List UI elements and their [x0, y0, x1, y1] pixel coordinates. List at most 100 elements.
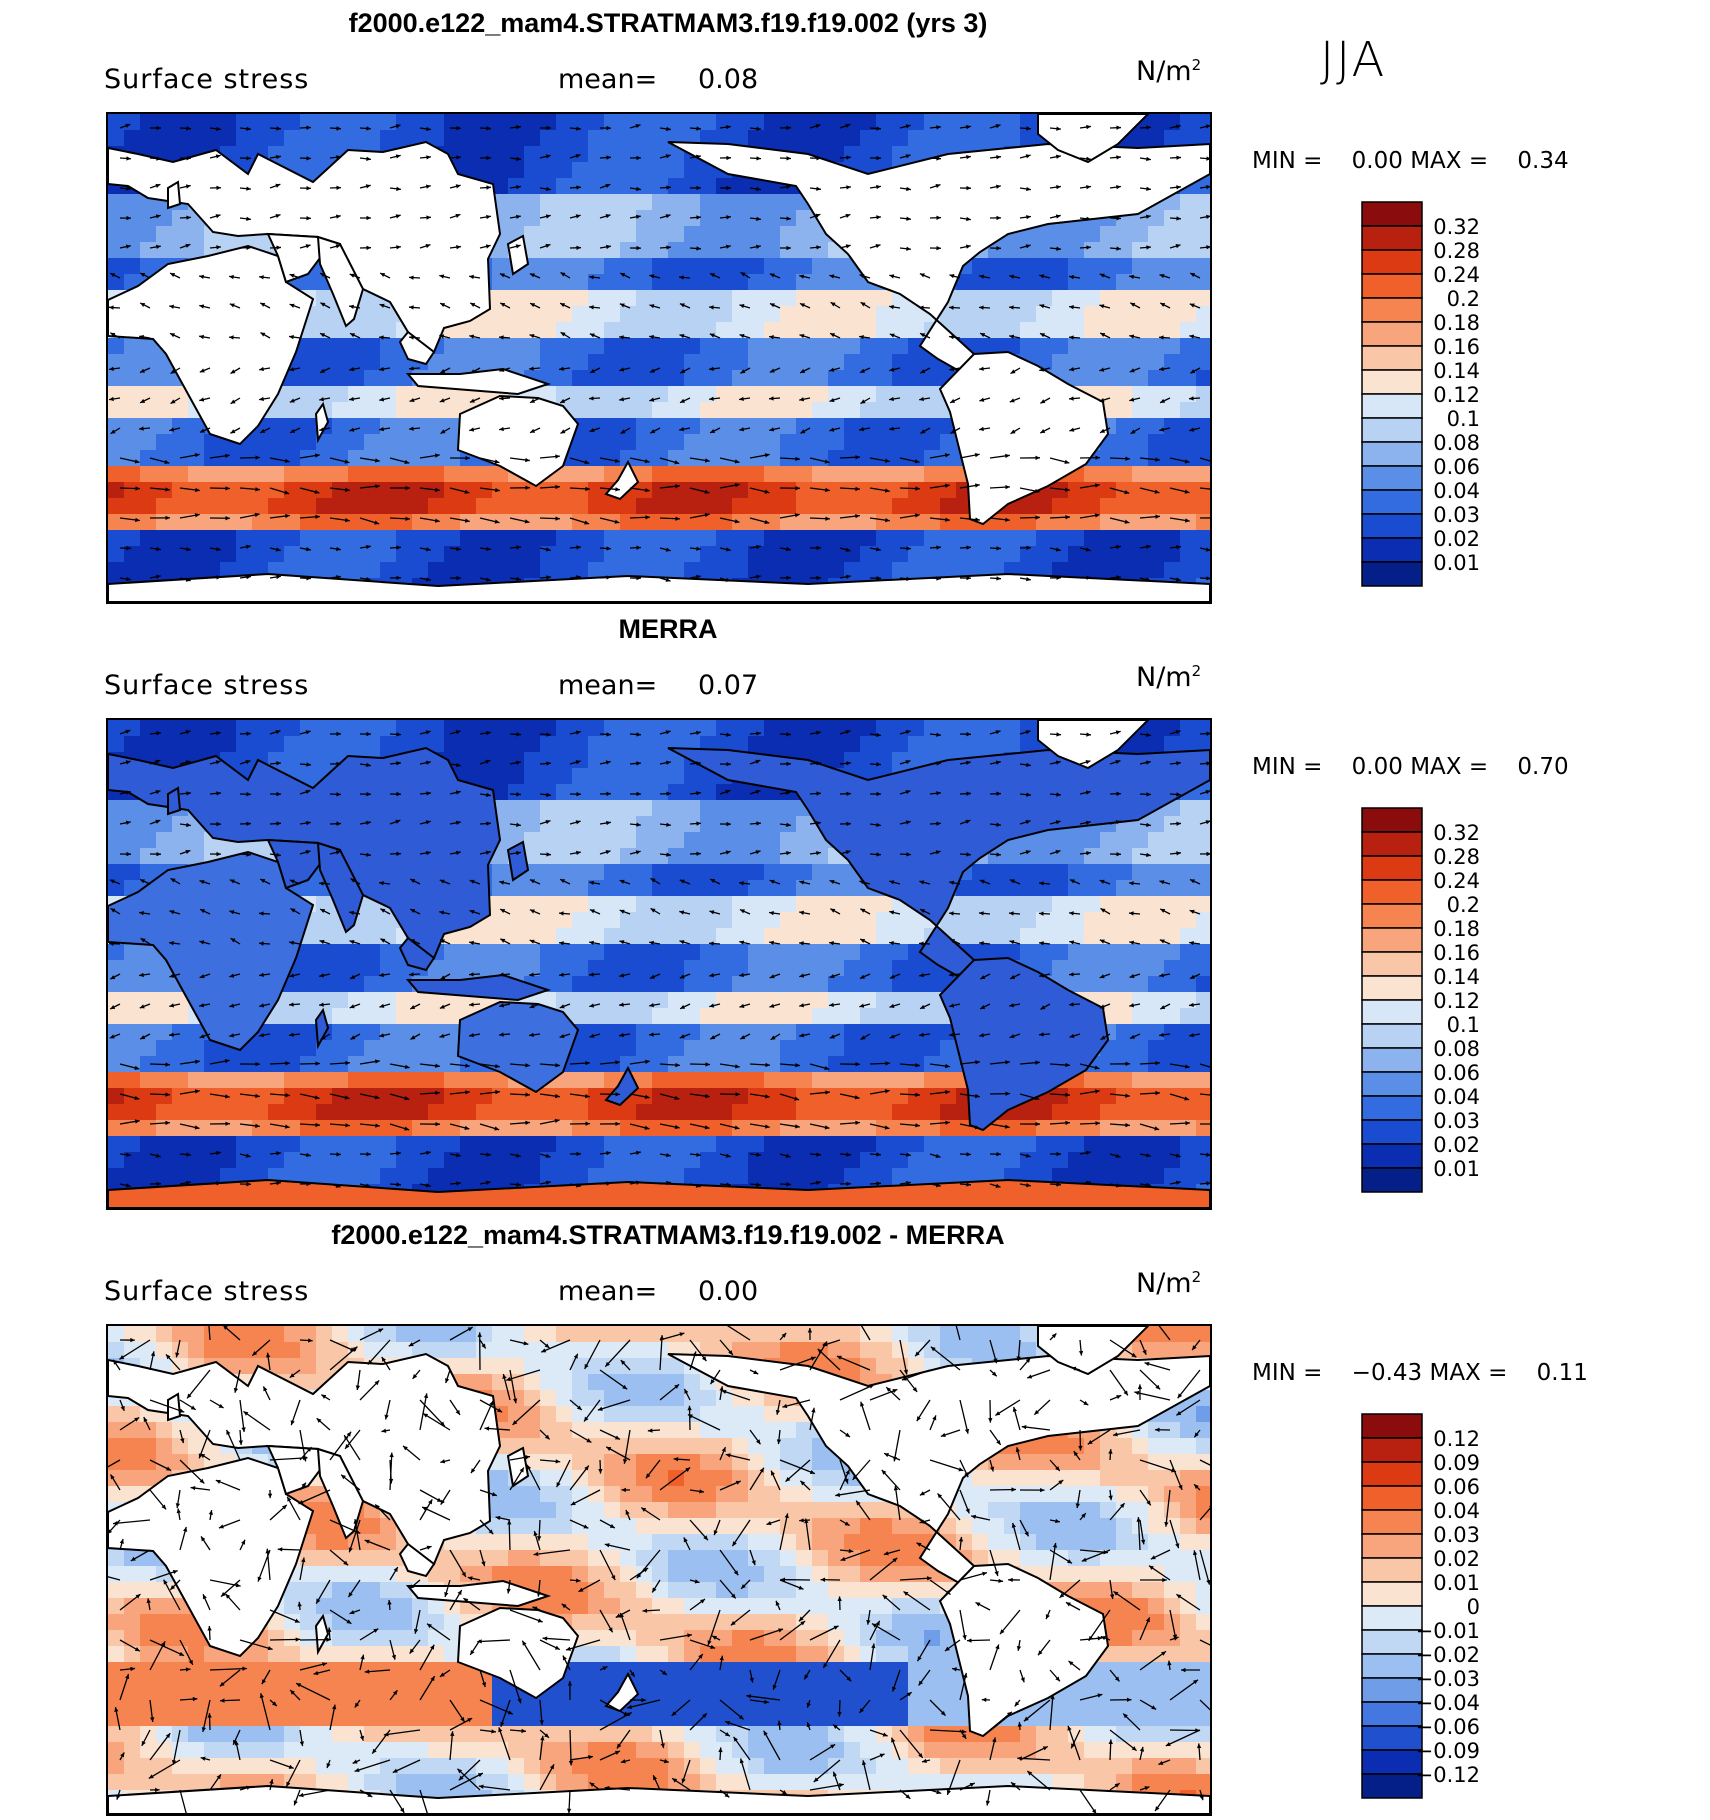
- colorbar-swatch: [1361, 1557, 1423, 1583]
- landmass-antarctica: [108, 1178, 1210, 1208]
- landmass-uk: [167, 1392, 182, 1422]
- panel-model: f2000.e122_mam4.STRATMAM3.f19.f19.002 (y…: [0, 0, 1710, 604]
- panel-diff: f2000.e122_mam4.STRATMAM3.f19.f19.002 - …: [0, 1212, 1710, 1816]
- colorbar-tick-label: 0.28: [1433, 239, 1480, 263]
- landmass-samerica: [938, 1562, 1110, 1738]
- colorbar-swatch: [1361, 369, 1423, 395]
- max-label: MAX =: [1410, 754, 1489, 780]
- map-plot: [106, 718, 1212, 1210]
- landmass-madagascar: [314, 1613, 330, 1656]
- landmass-eurasia: [108, 1352, 502, 1566]
- colorbar-tick-label: 0.01: [1433, 1157, 1480, 1181]
- colorbar-swatch: [1361, 393, 1423, 419]
- panel-title: MERRA: [618, 614, 718, 644]
- colorbar-tick-label: 0.04: [1433, 1499, 1480, 1523]
- units-label: N/m2: [1136, 662, 1201, 693]
- colorbar-swatch: [1361, 225, 1423, 251]
- colorbar-swatch: [1361, 417, 1423, 443]
- landmass-nz: [604, 1671, 640, 1713]
- landmass-seasia: [398, 330, 436, 366]
- colorbar-swatch: [1361, 1701, 1423, 1727]
- colorbar-tick-label: 0.02: [1433, 1133, 1480, 1157]
- units-text: N/m: [1136, 56, 1192, 87]
- landmass-africa: [108, 244, 315, 446]
- colorbar-tick-label: 0.03: [1433, 1109, 1480, 1133]
- landmass-antarctica: [108, 572, 1210, 602]
- colorbar-tick-label: 0.06: [1433, 1061, 1480, 1085]
- landmass-australia: [456, 1000, 580, 1094]
- colorbar-tick-label: 0: [1467, 1595, 1480, 1619]
- colorbar-swatch: [1361, 489, 1423, 515]
- colorbar-swatch: [1361, 975, 1423, 1001]
- map-canvas: [108, 1326, 1210, 1814]
- landmass-australia: [456, 1606, 580, 1700]
- colorbar-swatch: [1361, 1023, 1423, 1049]
- colorbar-swatch: [1361, 1047, 1423, 1073]
- landmass-antarctica: [108, 1784, 1210, 1814]
- colorbar-swatch: [1361, 855, 1423, 881]
- mean-label: mean=: [558, 1276, 658, 1307]
- landmass-japan: [506, 840, 530, 882]
- landmass-namerica: [667, 747, 1210, 984]
- colorbar-swatch: [1361, 297, 1423, 323]
- colorbar-swatch: [1361, 1677, 1423, 1703]
- colorbar-tick-label: 0.24: [1433, 263, 1480, 287]
- colorbar-tick-label: 0.2: [1447, 893, 1480, 917]
- landmass-japan: [506, 234, 530, 276]
- colorbar-tick-label: −0.04: [1416, 1691, 1480, 1715]
- colorbar-tick-label: 0.14: [1433, 965, 1480, 989]
- landmass-eurasia: [108, 140, 502, 354]
- max-label: MAX =: [1410, 148, 1489, 174]
- colorbar-swatch: [1361, 879, 1423, 905]
- landmass-indonesia: [405, 1579, 552, 1608]
- colorbar-tick-label: 0.01: [1433, 1571, 1480, 1595]
- map-plot: [106, 1324, 1212, 1816]
- colorbar-swatch: [1361, 1509, 1423, 1535]
- max-value: 0.11: [1536, 1360, 1588, 1386]
- colorbar-tick-label: 0.06: [1433, 1475, 1480, 1499]
- mean-value: 0.07: [698, 670, 759, 701]
- min-value: 0.00: [1351, 148, 1403, 174]
- colorbar-swatch: [1361, 513, 1423, 539]
- map-canvas: [108, 720, 1210, 1208]
- landmass-namerica: [667, 1353, 1210, 1590]
- colorbar-tick-label: 0.32: [1433, 215, 1480, 239]
- colorbar-swatch: [1361, 1119, 1423, 1145]
- colorbar-tick-label: 0.03: [1433, 503, 1480, 527]
- map-plot: [106, 112, 1212, 604]
- colorbar-tick-label: 0.09: [1433, 1451, 1480, 1475]
- colorbar-tick-label: −0.09: [1416, 1739, 1480, 1763]
- landmass-madagascar: [314, 401, 330, 444]
- colorbar-swatch: [1361, 537, 1423, 563]
- min-value: −0.43: [1351, 1360, 1423, 1386]
- colorbar-tick-label: −0.12: [1416, 1763, 1480, 1787]
- colorbar-swatch: [1361, 1167, 1423, 1193]
- wind-vectors: [108, 729, 1210, 1188]
- colorbar-tick-label: 0.24: [1433, 869, 1480, 893]
- colorbar-tick-label: 0.01: [1433, 551, 1480, 575]
- max-value: 0.34: [1517, 148, 1569, 174]
- panel-title: f2000.e122_mam4.STRATMAM3.f19.f19.002 (y…: [348, 8, 988, 38]
- colorbar-tick-label: 0.12: [1433, 383, 1480, 407]
- landmass-samerica: [938, 956, 1110, 1132]
- colorbar-tick-label: 0.16: [1433, 335, 1480, 359]
- colorbar: 0.320.280.240.20.180.160.140.120.10.080.…: [1361, 807, 1480, 1193]
- landmass-seasia: [398, 936, 436, 972]
- colorbar-tick-label: 0.12: [1433, 989, 1480, 1013]
- landmass-india: [316, 841, 365, 934]
- landmass-africa: [108, 850, 315, 1052]
- colorbar-tick-label: −0.03: [1416, 1667, 1480, 1691]
- units-text: N/m: [1136, 662, 1192, 693]
- min-label: MIN =: [1252, 754, 1323, 780]
- colorbar-swatch: [1361, 927, 1423, 953]
- colorbar-swatch: [1361, 561, 1423, 587]
- colorbar-swatch: [1361, 1143, 1423, 1169]
- landmass-india: [316, 1447, 365, 1540]
- landmass-indonesia: [405, 973, 552, 1002]
- units-text: N/m: [1136, 1268, 1192, 1299]
- colorbar: 0.320.280.240.20.180.160.140.120.10.080.…: [1361, 201, 1480, 587]
- colorbar: 0.120.090.060.040.030.020.010−0.01−0.02−…: [1361, 1413, 1480, 1799]
- units-exponent: 2: [1191, 662, 1202, 680]
- colorbar-swatch: [1361, 1605, 1423, 1631]
- colorbar-swatch: [1361, 1653, 1423, 1679]
